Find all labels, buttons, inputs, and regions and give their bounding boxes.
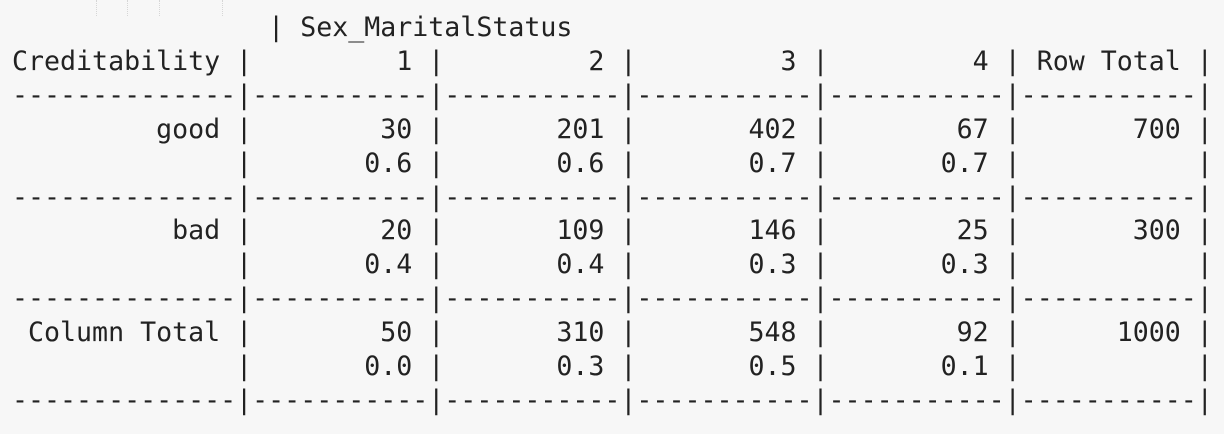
column-header-line: Creditability | 1 | 2 | 3 | 4 | Row Tota… xyxy=(12,45,1213,77)
indent-guides xyxy=(0,0,230,16)
row-bad-counts: bad | 20 | 109 | 146 | 25 | 300 | xyxy=(12,215,1213,247)
separator-line: --------------|-----------|-----------|-… xyxy=(12,384,1213,416)
row-column-total-counts: Column Total | 50 | 310 | 548 | 92 | 100… xyxy=(12,317,1213,349)
row-bad-proportions: | 0.4 | 0.4 | 0.3 | 0.3 | | xyxy=(12,249,1213,281)
row-good-counts: good | 30 | 201 | 402 | 67 | 700 | xyxy=(12,113,1213,145)
separator-line: --------------|-----------|-----------|-… xyxy=(12,79,1213,111)
indent-guide xyxy=(127,0,128,16)
row-good-proportions: | 0.6 | 0.6 | 0.7 | 0.7 | | xyxy=(12,147,1213,179)
separator-line: --------------|-----------|-----------|-… xyxy=(12,283,1213,315)
crosstab-output: | Sex_MaritalStatus Creditability | 1 | … xyxy=(12,11,1213,418)
row-column-total-proportions: | 0.0 | 0.3 | 0.5 | 0.1 | | xyxy=(12,351,1213,383)
indent-guide xyxy=(159,0,160,16)
separator-line: --------------|-----------|-----------|-… xyxy=(12,181,1213,213)
indent-guide xyxy=(222,0,223,16)
table-title-line: | Sex_MaritalStatus xyxy=(12,12,573,43)
indent-guide xyxy=(96,0,97,16)
